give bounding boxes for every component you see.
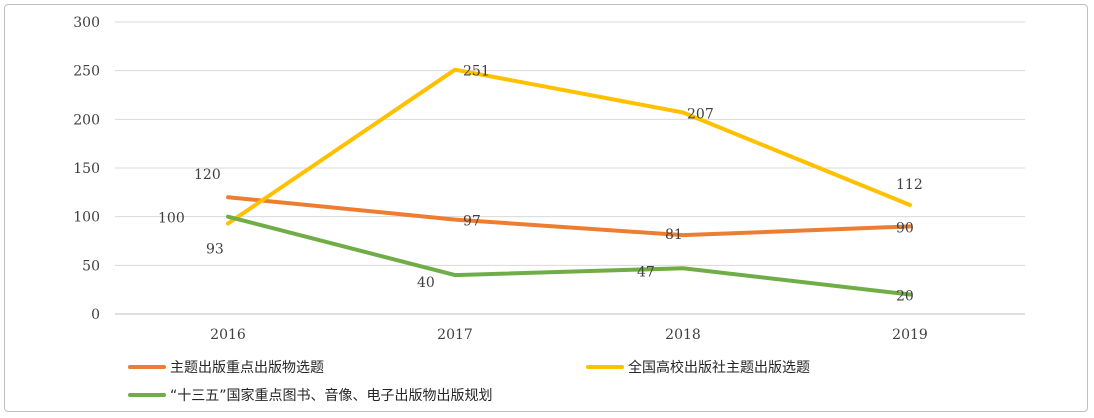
x-axis: 2016 2017 2018 2019	[210, 327, 928, 343]
data-label: 81	[665, 227, 683, 243]
y-tick-label: 200	[73, 112, 100, 128]
legend-item: 主题出版重点出版物选题	[128, 360, 324, 376]
data-label: 47	[637, 264, 655, 280]
data-label: 90	[896, 220, 914, 236]
data-label: 207	[687, 107, 714, 123]
x-tick-label: 2017	[437, 327, 473, 343]
series-line-1	[226, 195, 912, 238]
y-tick-label: 250	[73, 64, 100, 80]
data-label: 100	[158, 211, 185, 227]
y-axis: 0 50 100 150 200 250 300	[73, 15, 100, 323]
data-labels: 120 97 81 90 93 251 207 112 100 40 47 20	[158, 64, 923, 305]
series-lines	[226, 67, 912, 297]
chart-frame	[4, 4, 1088, 412]
legend-item: 全国高校出版社主题出版选题	[586, 359, 810, 376]
y-tick-label: 100	[73, 210, 100, 226]
data-label: 40	[417, 275, 435, 291]
y-tick-label: 150	[73, 161, 100, 177]
legend-item: “十三五”国家重点图书、音像、电子出版物出版规划	[128, 387, 493, 404]
legend-label: 全国高校出版社主题出版选题	[628, 359, 810, 376]
data-label: 93	[206, 241, 224, 257]
legend-label: 主题出版重点出版物选题	[170, 360, 324, 376]
data-label: 251	[463, 64, 490, 80]
data-label: 112	[896, 177, 923, 193]
series-line-3	[226, 214, 912, 297]
y-tick-label: 300	[73, 15, 100, 31]
data-label: 97	[463, 214, 481, 230]
y-tick-label: 50	[82, 258, 100, 274]
x-tick-label: 2019	[892, 327, 928, 343]
legend-label: “十三五”国家重点图书、音像、电子出版物出版规划	[170, 387, 493, 404]
legend: 主题出版重点出版物选题 全国高校出版社主题出版选题 “十三五”国家重点图书、音像、电…	[128, 359, 810, 404]
x-tick-label: 2018	[665, 327, 701, 343]
series-line-2	[226, 67, 912, 226]
data-label: 120	[194, 167, 221, 183]
data-label: 20	[896, 289, 914, 305]
y-tick-label: 0	[91, 307, 100, 323]
x-tick-label: 2016	[210, 327, 246, 343]
gridlines	[115, 21, 1025, 315]
